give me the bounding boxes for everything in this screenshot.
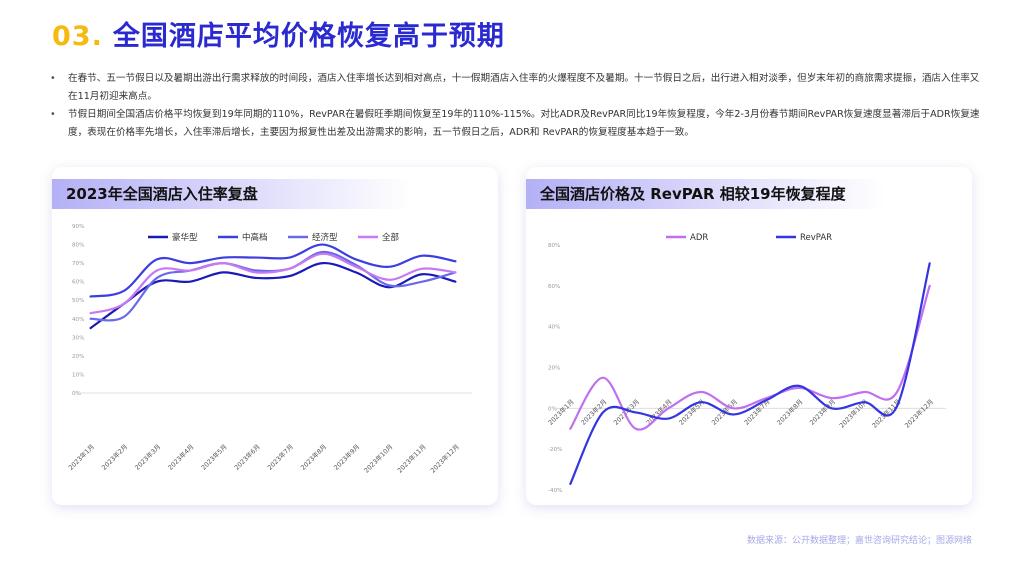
legend-label: ADR [690, 233, 708, 243]
x-tick-label: 2023年11月 [870, 397, 903, 430]
x-tick-label: 2023年2月 [99, 442, 129, 472]
legend-label: 经济型 [312, 232, 338, 243]
title-text: 全国酒店平均价格恢复高于预期 [112, 21, 505, 52]
x-tick-label: 2023年6月 [232, 442, 262, 472]
x-tick-label: 2023年4月 [644, 397, 674, 427]
series-line [89, 243, 457, 298]
data-source-note: 数据来源：公开数据整理；嘉世咨询研究结论；图源网络 [746, 536, 972, 546]
y-tick-label: 90% [72, 224, 84, 230]
y-tick-label: 60% [72, 280, 84, 286]
y-tick-label: 20% [72, 354, 84, 360]
x-tick-label: 2023年11月 [395, 442, 428, 475]
y-tick-label: 0% [72, 391, 81, 397]
series-line [569, 262, 931, 485]
y-tick-label: 60% [548, 284, 560, 290]
y-tick-label: 70% [72, 261, 84, 267]
x-tick-label: 2023年12月 [902, 397, 935, 430]
y-tick-label: 80% [548, 243, 560, 249]
legend-label: 全部 [382, 232, 400, 243]
x-tick-label: 2023年7月 [265, 442, 295, 472]
x-tick-label: 2023年1月 [66, 442, 96, 472]
series-line [89, 252, 457, 315]
chart-header: 全国酒店价格及 RevPAR 相较19年恢复程度 [526, 179, 886, 209]
x-tick-label: 2023年4月 [166, 442, 196, 472]
y-tick-label: 50% [72, 298, 84, 304]
y-tick-label: 30% [72, 335, 84, 341]
x-tick-label: 2023年9月 [332, 442, 362, 472]
series-line [89, 250, 457, 322]
y-tick-label: -20% [548, 447, 562, 453]
y-tick-label: -40% [548, 488, 562, 494]
y-tick-label: 20% [548, 366, 560, 372]
page-title: 03. 全国酒店平均价格恢复高于预期 [52, 14, 505, 53]
y-tick-label: 40% [72, 317, 84, 323]
bullet-item: 节假日期间全国酒店价格平均恢复到19年同期的110%，RevPAR在暑假旺季期间… [50, 106, 984, 142]
y-tick-label: 10% [72, 372, 84, 378]
series-line [569, 284, 931, 431]
x-tick-label: 2023年5月 [199, 442, 229, 472]
legend-label: 中高档 [242, 232, 268, 243]
occupancy-chart-card: 2023年全国酒店入住率复盘 0% 10% 20% 30% 40% 50% 60% 70% 80… [52, 167, 498, 505]
bullet-list: 在春节、五一节假日以及暑期出游出行需求释放的时间段，酒店入住率增长达到相对高点，… [50, 70, 984, 142]
adr-revpar-line-chart: -40%-20%0%20%40%60%80%2023年1月 2023年2月 2023… [546, 233, 946, 494]
y-tick-label: 80% [72, 243, 84, 249]
occupancy-line-chart: 0%10%20%30%40%50%60%70%80%90%2023年1月 2023… [66, 224, 472, 475]
y-tick-label: 40% [548, 325, 560, 331]
price-chart-card: 全国酒店价格及 RevPAR 相较19年恢复程度 -40% -20% 0% 20% 40… [526, 167, 972, 505]
legend-label: 豪华型 [172, 232, 198, 243]
x-tick-label: 2023年12月 [428, 442, 461, 475]
section-number: 03. [52, 21, 103, 52]
bullet-item: 在春节、五一节假日以及暑期出游出行需求释放的时间段，酒店入住率增长达到相对高点，… [50, 70, 984, 106]
legend-label: RevPAR [800, 233, 832, 243]
x-tick-label: 2023年10月 [362, 442, 395, 475]
chart-title: 全国酒店价格及 RevPAR 相较19年恢复程度 [540, 185, 846, 203]
x-tick-label: 2023年8月 [298, 442, 328, 472]
x-tick-label: 2023年3月 [133, 442, 163, 472]
chart-header: 2023年全国酒店入住率复盘 [52, 179, 412, 209]
x-tick-label: 2023年8月 [775, 397, 805, 427]
y-tick-label: 0% [548, 406, 557, 412]
chart-title: 2023年全国酒店入住率复盘 [66, 185, 258, 203]
